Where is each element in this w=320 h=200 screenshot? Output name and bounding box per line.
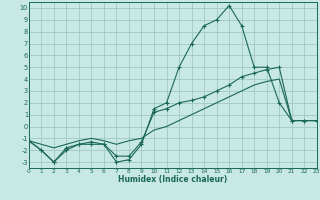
X-axis label: Humidex (Indice chaleur): Humidex (Indice chaleur) bbox=[118, 175, 228, 184]
